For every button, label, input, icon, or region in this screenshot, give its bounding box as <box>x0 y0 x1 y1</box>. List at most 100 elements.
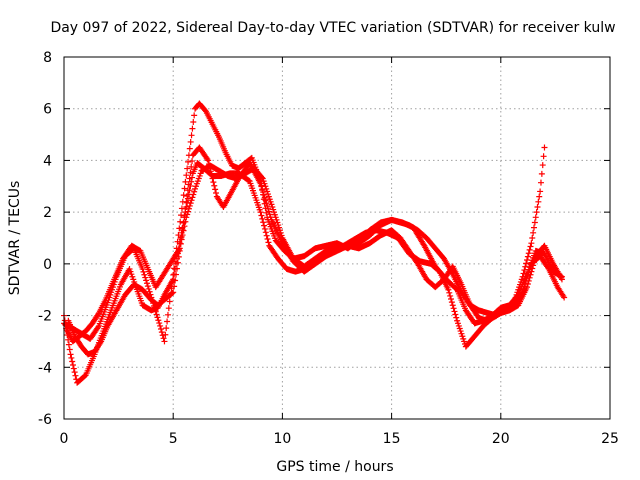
data-point-track-a <box>453 314 460 321</box>
data-point-track-d <box>524 272 531 279</box>
data-point-track-c <box>185 205 192 212</box>
data-point-track-d <box>171 258 178 265</box>
data-point-track-a <box>264 236 271 243</box>
data-point-track-d <box>157 322 164 329</box>
y-tick-label: 4 <box>43 153 52 169</box>
data-point-track-a <box>448 299 455 306</box>
data-point-track-d <box>139 266 146 273</box>
data-point-track-c <box>191 188 198 195</box>
data-point-track-d <box>261 200 268 207</box>
x-axis-label: GPS time / hours <box>276 459 393 475</box>
data-point-track-c <box>529 235 536 241</box>
data-point-track-c <box>536 193 543 200</box>
data-point-track-c <box>532 214 539 221</box>
data-point-track-a <box>448 296 455 303</box>
data-point-track-d <box>175 232 182 239</box>
data-point-track-d <box>262 205 269 212</box>
x-tick-label: 25 <box>601 431 619 447</box>
data-point-track-d <box>185 152 192 159</box>
data-point-track-d <box>523 277 530 284</box>
chart-title: Day 097 of 2022, Sidereal Day-to-day VTE… <box>50 20 615 36</box>
data-point-track-d <box>260 191 267 198</box>
data-point-track-b <box>558 273 565 280</box>
data-point-track-c <box>185 208 192 215</box>
data-point-track-a <box>68 354 75 361</box>
data-point-track-d <box>166 298 173 305</box>
data-point-track-d <box>95 324 102 331</box>
data-point-track-d <box>263 209 270 216</box>
x-tick-label: 5 <box>169 431 178 447</box>
data-point-track-d <box>149 297 156 304</box>
data-point-track-b <box>208 171 215 178</box>
data-point-track-d <box>156 320 163 327</box>
data-point-track-d <box>167 291 174 298</box>
data-point-track-c <box>523 260 530 267</box>
data-point-track-c <box>183 214 190 221</box>
data-point-track-d <box>146 288 153 295</box>
data-point-track-b <box>266 211 273 218</box>
data-point-track-d <box>141 271 148 278</box>
data-point-track-c <box>180 227 187 234</box>
data-point-track-d <box>140 268 147 275</box>
data-point-track-d <box>521 283 528 290</box>
data-point-track-d <box>170 271 177 278</box>
data-point-track-d <box>182 178 189 185</box>
data-point-track-d <box>188 132 195 139</box>
data-point-track-a <box>260 219 267 226</box>
y-tick-label: 0 <box>43 257 52 273</box>
y-tick-label: 6 <box>43 102 52 118</box>
data-point-track-a <box>261 225 268 232</box>
data-point-track-d <box>520 286 527 293</box>
data-point-track-d <box>148 294 155 301</box>
data-point-track-d <box>526 266 533 273</box>
data-point-track-c <box>537 179 544 186</box>
data-point-track-d <box>145 285 152 292</box>
data-point-track-b <box>185 181 192 188</box>
data-point-track-d <box>150 300 157 307</box>
y-tick-labels: -6 -4 -2 0 2 4 6 8 <box>38 50 52 428</box>
data-point-track-a <box>450 305 457 312</box>
data-point-track-d <box>168 285 175 292</box>
data-point-track-c <box>520 270 527 277</box>
data-point-track-c <box>524 253 531 260</box>
data-point-track-d <box>524 275 531 282</box>
data-point-track-b <box>265 208 272 215</box>
data-point-track-b <box>213 190 220 197</box>
data-point-track-d <box>185 158 192 165</box>
data-point-track-a <box>257 209 264 216</box>
y-tick-label: 2 <box>43 205 52 221</box>
data-point-track-c <box>527 243 534 250</box>
data-point-track-c <box>541 144 548 151</box>
data-point-track-b <box>172 277 179 284</box>
y-tick-label: -4 <box>38 360 52 376</box>
data-point-track-b <box>184 192 191 199</box>
data-point-track-a <box>71 369 78 376</box>
data-point-track-d <box>150 303 157 310</box>
data-point-track-c <box>534 203 541 210</box>
data-point-track-c <box>95 311 102 318</box>
data-point-track-b <box>189 158 196 165</box>
data-point-track-a <box>449 302 456 309</box>
data-point-track-d <box>178 212 185 219</box>
data-point-track-c <box>186 202 193 209</box>
data-point-track-d <box>522 280 529 287</box>
data-point-track-d <box>525 269 532 276</box>
data-point-track-d <box>154 314 161 321</box>
x-tick-label: 10 <box>273 431 291 447</box>
data-point-track-d <box>165 305 172 312</box>
data-point-track-b <box>174 259 181 266</box>
data-point-track-b <box>187 169 194 176</box>
data-point-track-d <box>143 280 150 287</box>
data-point-track-d <box>561 294 568 301</box>
x-tick-label: 20 <box>492 431 510 447</box>
data-point-track-d <box>147 291 154 298</box>
data-point-track-c <box>519 273 526 280</box>
data-point-track-c <box>182 218 189 225</box>
data-point-track-d <box>142 274 149 281</box>
data-point-track-d <box>190 119 197 126</box>
data-point-track-c <box>533 209 540 216</box>
data-point-track-d <box>519 289 526 296</box>
data-point-track-c <box>540 153 547 160</box>
data-point-track-d <box>178 205 185 212</box>
